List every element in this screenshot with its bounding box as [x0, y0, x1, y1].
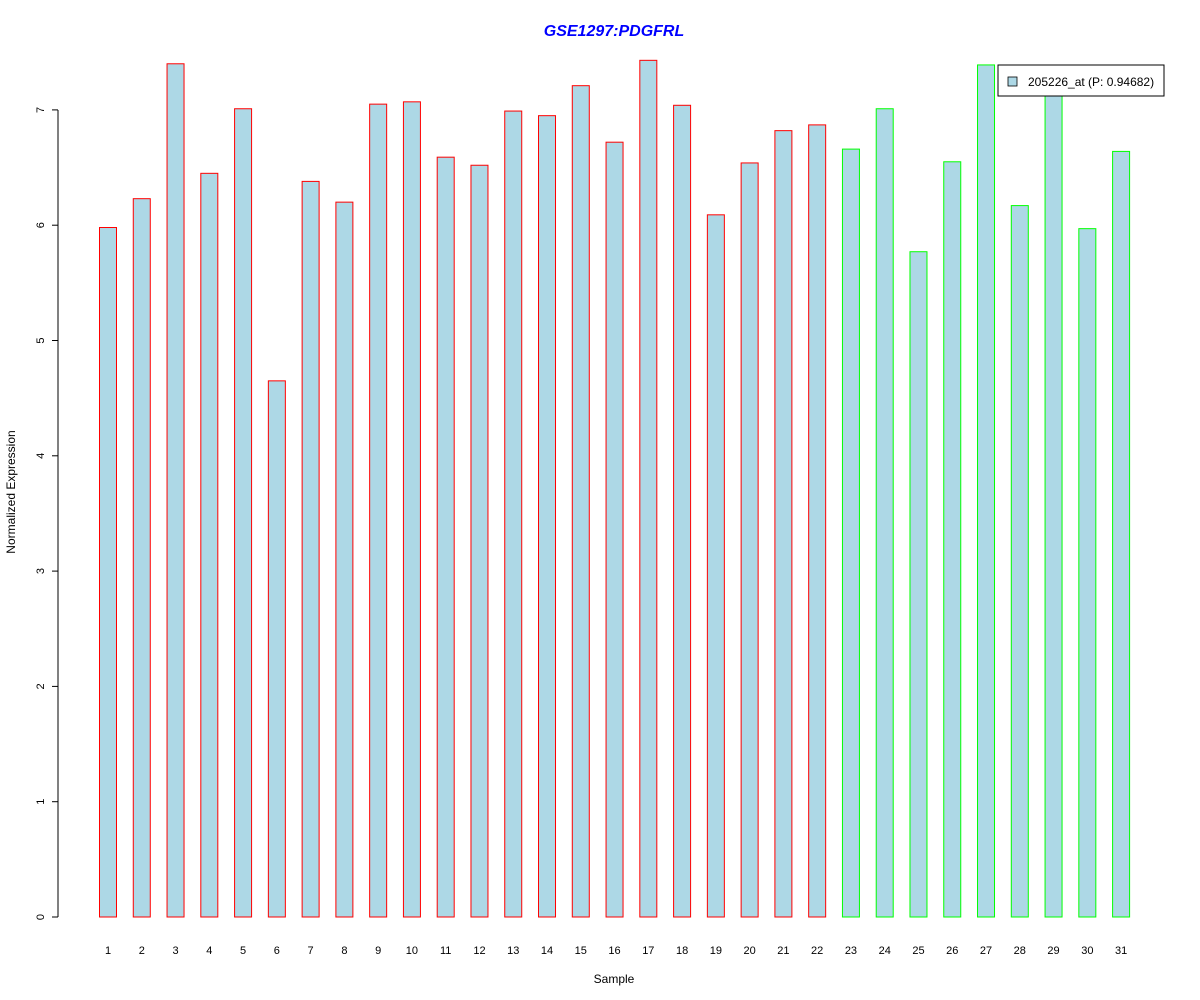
bar-sample-24 — [875, 108, 894, 918]
x-tick-label: 23 — [845, 945, 857, 957]
x-tick-label: 27 — [980, 945, 992, 957]
bar-sample-13 — [504, 110, 523, 918]
legend-swatch — [1007, 76, 1018, 87]
bar-sample-18 — [673, 104, 692, 918]
x-tick-label: 4 — [206, 945, 212, 957]
bar-sample-12 — [470, 164, 489, 918]
x-tick-label: 16 — [608, 945, 620, 957]
bar-sample-27 — [977, 64, 996, 918]
chart-title: GSE1297:PDGFRL — [544, 23, 684, 40]
legend: 205226_at (P: 0.94682) — [997, 64, 1165, 97]
y-tick-label: 5 — [35, 337, 47, 343]
bar-sample-14 — [538, 115, 557, 918]
bar-sample-9 — [369, 103, 388, 918]
x-tick-labels: 1 2 3 4 5 6 7 8 9 10 11 12 13 14 15 16 17 18 19 20 21 22 23 24 2… — [105, 945, 1127, 957]
bar-sample-10 — [402, 101, 421, 918]
y-tick-label: 7 — [35, 107, 47, 113]
y-tick-label: 3 — [35, 568, 47, 574]
bar-sample-7 — [301, 180, 320, 918]
bar-sample-17 — [639, 59, 658, 918]
bar-sample-29 — [1044, 86, 1063, 918]
bar-sample-15 — [571, 85, 590, 918]
bar-sample-8 — [335, 201, 354, 918]
y-tick-label: 2 — [35, 683, 47, 689]
x-tick-label: 2 — [139, 945, 145, 957]
bar-sample-11 — [436, 156, 455, 918]
x-tick-label: 18 — [676, 945, 688, 957]
x-tick-label: 24 — [879, 945, 891, 957]
x-tick-label: 8 — [341, 945, 347, 957]
x-tick-label: 9 — [375, 945, 381, 957]
bar-sample-25 — [909, 251, 928, 918]
bar-sample-5 — [234, 108, 253, 918]
y-tick-label: 1 — [35, 799, 47, 805]
x-axis-label: Sample — [594, 972, 635, 986]
x-tick-label: 12 — [473, 945, 485, 957]
x-tick-label: 28 — [1014, 945, 1026, 957]
bar-sample-1 — [99, 227, 117, 918]
x-tick-label: 30 — [1081, 945, 1093, 957]
x-tick-label: 20 — [744, 945, 756, 957]
x-tick-label: 21 — [777, 945, 789, 957]
bar-sample-28 — [1010, 205, 1029, 918]
x-tick-label: 22 — [811, 945, 823, 957]
bar-sample-16 — [605, 141, 624, 918]
y-axis: 0 1 2 3 4 5 6 7 — [35, 107, 59, 920]
legend-box — [997, 64, 1165, 97]
x-tick-label: 10 — [406, 945, 418, 957]
x-tick-label: 1 — [105, 945, 111, 957]
x-tick-label: 3 — [172, 945, 178, 957]
y-tick-label: 0 — [35, 914, 47, 920]
x-tick-label: 25 — [912, 945, 924, 957]
x-tick-label: 11 — [440, 945, 451, 957]
bar-sample-20 — [740, 162, 759, 918]
x-tick-label: 13 — [507, 945, 519, 957]
x-tick-label: 19 — [710, 945, 722, 957]
bar-sample-30 — [1078, 228, 1097, 918]
x-tick-label: 17 — [642, 945, 654, 957]
y-tick-label: 6 — [35, 222, 47, 228]
bar-sample-23 — [841, 148, 860, 918]
bar-sample-31 — [1112, 150, 1131, 918]
bar-sample-4 — [200, 172, 219, 918]
bar-sample-3 — [166, 63, 185, 918]
x-tick-label: 31 — [1115, 945, 1127, 957]
bar-sample-6 — [267, 380, 286, 918]
bar-sample-21 — [774, 130, 793, 918]
x-tick-label: 14 — [541, 945, 553, 957]
x-tick-label: 5 — [240, 945, 246, 957]
legend-label: 205226_at (P: 0.94682) — [1028, 75, 1154, 89]
bar-sample-19 — [706, 214, 725, 918]
bar-sample-22 — [808, 124, 827, 918]
x-tick-label: 15 — [575, 945, 587, 957]
y-tick-label: 4 — [35, 453, 47, 459]
bar-sample-26 — [943, 161, 962, 918]
y-axis-label: Normalized Expression — [4, 430, 18, 553]
bars — [99, 59, 1131, 918]
x-tick-label: 7 — [308, 945, 314, 957]
x-tick-label: 6 — [274, 945, 280, 957]
x-tick-label: 26 — [946, 945, 958, 957]
x-tick-label: 29 — [1047, 945, 1059, 957]
bar-sample-2 — [132, 198, 151, 918]
